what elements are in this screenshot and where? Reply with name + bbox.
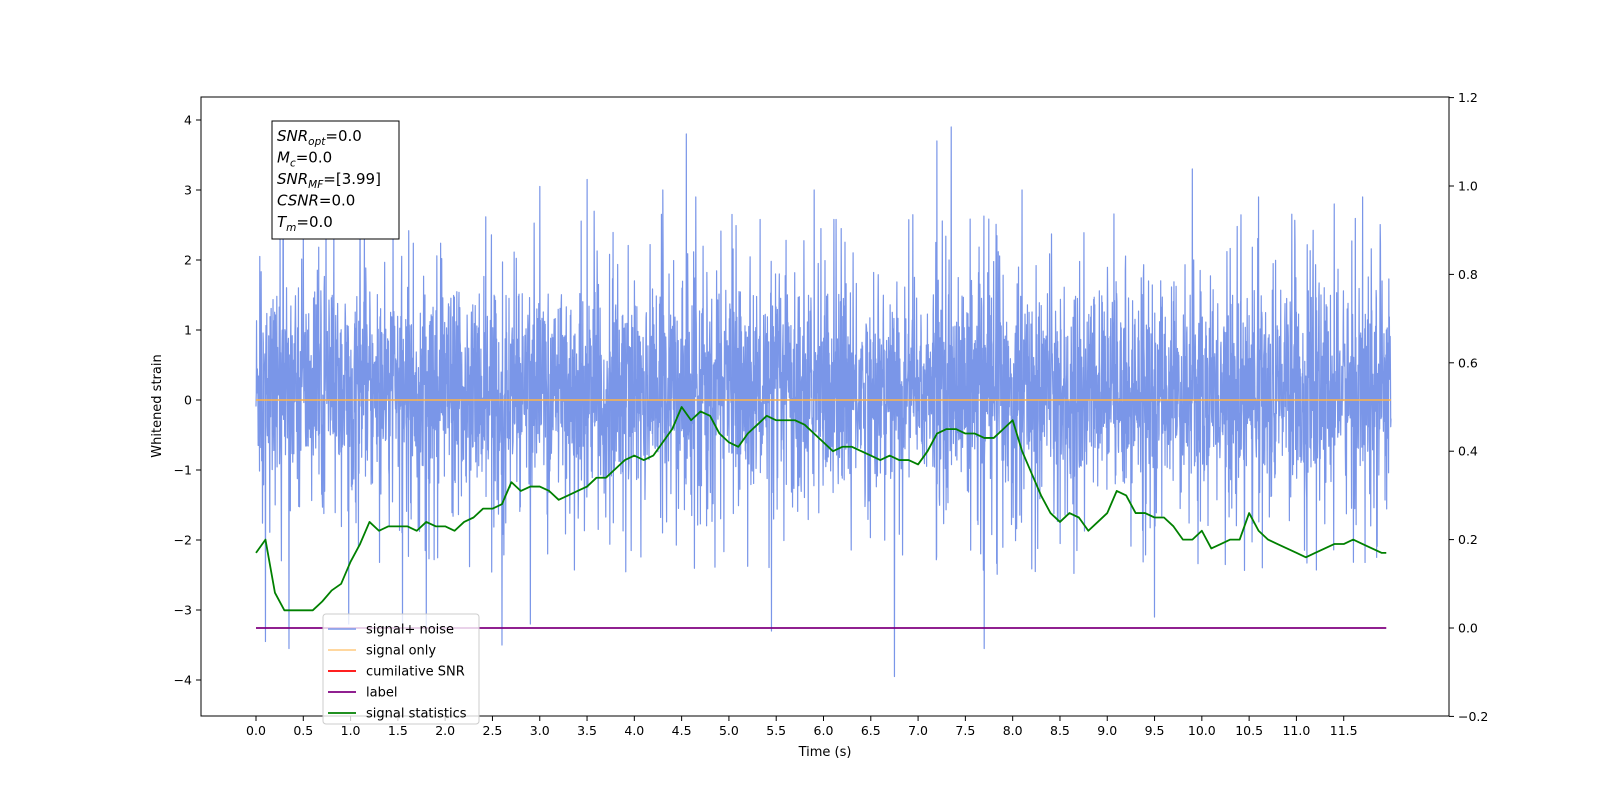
annotation-line: CSNR=0.0 — [277, 192, 355, 210]
x-tick-label: 3.5 — [577, 723, 597, 738]
x-tick-label: 11.5 — [1330, 723, 1358, 738]
x-tick-label: 5.5 — [766, 723, 786, 738]
x-tick-label: 0.5 — [293, 723, 313, 738]
x-tick-label: 9.0 — [1097, 723, 1117, 738]
series-signal-statistics — [255, 406, 1387, 612]
y2-tick-label: 0.6 — [1458, 355, 1478, 370]
axes-frame — [200, 96, 1450, 717]
y2-tick-label: 0.8 — [1458, 267, 1478, 282]
y-tick-label: 2 — [184, 253, 192, 268]
y-tick-label: −1 — [174, 463, 192, 478]
y2-tick-label: 0.4 — [1458, 444, 1478, 459]
annotation-line: SNRopt=0.0 — [277, 127, 362, 148]
legend-label: signal statistics — [366, 707, 467, 722]
x-tick-label: 10.0 — [1188, 723, 1216, 738]
y-tick-label: −4 — [174, 673, 192, 688]
x-axis-label: Time (s) — [798, 745, 852, 760]
y2-tick-label: 0.0 — [1458, 621, 1478, 636]
x-tick-label: 2.0 — [435, 723, 455, 738]
legend-label: signal only — [366, 644, 436, 659]
legend-frame — [322, 613, 480, 725]
annotation-line: Mc=0.0 — [277, 149, 332, 170]
x-tick-label: 7.5 — [955, 723, 975, 738]
y-tick-label: −3 — [174, 603, 192, 618]
x-tick-label: 9.5 — [1145, 723, 1165, 738]
x-tick-label: 7.0 — [908, 723, 928, 738]
x-tick-label: 3.0 — [530, 723, 550, 738]
x-tick-label: 2.5 — [483, 723, 503, 738]
y-tick-label: 3 — [184, 183, 192, 198]
y-axis-left: −4 −3 −2 −1 0 1 2 3 4 — [174, 113, 201, 688]
x-tick-label: 0.0 — [246, 723, 266, 738]
y2-tick-label: 1.0 — [1458, 179, 1478, 194]
y-axis-label: Whitened strain — [150, 354, 165, 457]
x-tick-label: 1.0 — [341, 723, 361, 738]
x-tick-label: 8.0 — [1003, 723, 1023, 738]
legend-label: cumilative SNR — [366, 665, 465, 680]
y2-tick-label: 0.2 — [1458, 532, 1478, 547]
y-tick-label: −2 — [174, 533, 192, 548]
legend-label: label — [366, 686, 397, 701]
x-tick-label: 6.0 — [814, 723, 834, 738]
series-signal-noise — [255, 126, 1392, 678]
y-tick-label: 0 — [184, 393, 192, 408]
annotation-frame — [271, 120, 400, 240]
x-tick-label: 10.5 — [1235, 723, 1263, 738]
annotation-line: Tm=0.0 — [277, 213, 333, 234]
x-tick-label: 6.5 — [861, 723, 881, 738]
x-tick-label: 8.5 — [1050, 723, 1070, 738]
x-tick-label: 1.5 — [388, 723, 408, 738]
x-tick-label: 5.0 — [719, 723, 739, 738]
legend-label: signal+ noise — [366, 623, 454, 638]
y-axis-right: −0.2 0.0 0.2 0.4 0.6 0.8 1.0 1.2 — [1449, 90, 1488, 724]
y2-tick-label: 1.2 — [1458, 90, 1478, 105]
x-tick-label: 11.0 — [1282, 723, 1310, 738]
y2-tick-label: −0.2 — [1458, 709, 1488, 724]
y-tick-label: 4 — [184, 113, 192, 128]
annotation-line: SNRMF=[3.99] — [277, 170, 381, 191]
x-tick-label: 4.0 — [624, 723, 644, 738]
legend: signal+ noise signal only cumilative SNR la… — [322, 613, 480, 725]
x-tick-label: 4.5 — [672, 723, 692, 738]
x-axis: 0.0 0.5 1.0 1.5 2.0 2.5 3.0 3.5 4.0 4.5 5.0 5.5 6.0 6… — [246, 716, 1358, 738]
y-tick-label: 1 — [184, 323, 192, 338]
